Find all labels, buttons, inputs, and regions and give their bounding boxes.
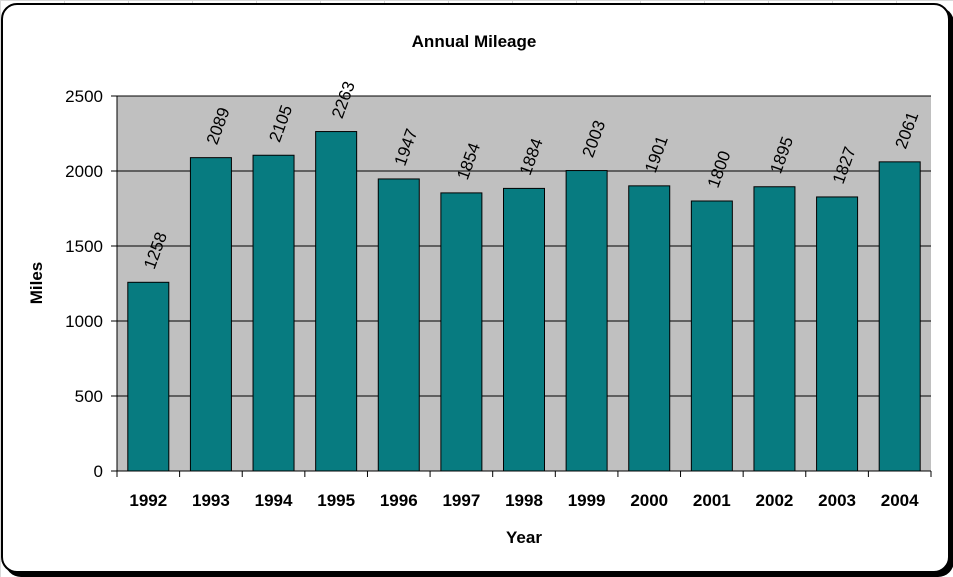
x-tick-label-1994: 1994 — [255, 491, 293, 510]
x-tick-label-2001: 2001 — [693, 491, 731, 510]
bar-1997 — [440, 192, 483, 472]
x-tick-label-2002: 2002 — [756, 491, 794, 510]
bar-1996 — [377, 178, 420, 472]
bar-1995 — [315, 131, 358, 472]
y-tick-label: 500 — [75, 387, 103, 406]
y-tick-label: 1000 — [65, 312, 103, 331]
x-axis-label: Year — [506, 528, 542, 547]
x-tick-label-1998: 1998 — [505, 491, 543, 510]
chart-title: Annual Mileage — [412, 32, 537, 51]
y-tick-label: 2500 — [65, 87, 103, 106]
x-tick-label-2000: 2000 — [630, 491, 668, 510]
bar-2000 — [628, 185, 671, 472]
bar-1993 — [189, 157, 232, 472]
x-tick-label-1992: 1992 — [129, 491, 167, 510]
x-axis-tick-labels: 1992 1993 1994 1995 1996 1997 1998 1999 2000 2001… — [129, 491, 919, 510]
bar-1992 — [127, 281, 170, 472]
bar-2002 — [753, 186, 796, 472]
y-tick-label: 2000 — [65, 162, 103, 181]
x-tick-label-2004: 2004 — [881, 491, 919, 510]
x-tick-label-2003: 2003 — [818, 491, 856, 510]
axes — [111, 95, 932, 477]
x-tick-label-1995: 1995 — [317, 491, 355, 510]
x-tick-label-1999: 1999 — [568, 491, 606, 510]
x-tick-label-1993: 1993 — [192, 491, 230, 510]
bar-1994 — [252, 154, 295, 472]
x-tick-label-1997: 1997 — [442, 491, 480, 510]
y-axis-tick-labels: 0 500 1000 1500 2000 2500 — [65, 87, 103, 481]
y-axis-label: Miles — [27, 262, 46, 305]
x-tick-label-1996: 1996 — [380, 491, 418, 510]
y-tick-label: 1500 — [65, 237, 103, 256]
bar-2003 — [816, 196, 859, 472]
bar-1999 — [565, 170, 608, 472]
y-tick-label: 0 — [94, 462, 103, 481]
bars — [127, 131, 921, 472]
bar-2004 — [878, 161, 921, 472]
bar-2001 — [690, 200, 733, 472]
bar-1998 — [503, 187, 545, 472]
